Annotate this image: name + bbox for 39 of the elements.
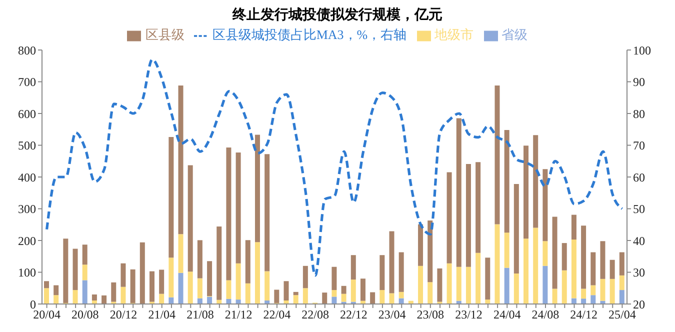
x-tick-label: 24/08 xyxy=(532,308,560,322)
y-tick-label: 800 xyxy=(18,43,36,58)
legend-label: 区县级城投债占比MA3，%，右轴 xyxy=(212,27,407,42)
x-tick-label: 22/08 xyxy=(302,308,329,322)
y-tick-label: 0 xyxy=(30,297,36,312)
y-tick-label: 700 xyxy=(18,75,36,90)
x-tick-label: 24/04 xyxy=(493,308,521,322)
x-tick-label: 21/08 xyxy=(186,308,214,322)
y2-tick-label: 50 xyxy=(633,202,645,216)
y-tick-label: 600 xyxy=(18,106,36,121)
x-tick-label: 20/08 xyxy=(71,308,99,322)
x-tick-label: 23/08 xyxy=(416,308,444,322)
x-tick-label: 22/12 xyxy=(340,308,368,322)
x-tick-label: 20/04 xyxy=(33,308,60,322)
y2-tick-label: 80 xyxy=(633,106,645,121)
x-tick-label: 23/12 xyxy=(455,308,482,322)
x-tick-label: 23/04 xyxy=(378,308,406,322)
x-tick-label: 21/12 xyxy=(224,308,252,322)
y-tick-label: 100 xyxy=(18,266,36,280)
x-tick-label: 22/04 xyxy=(263,308,291,322)
y-tick-label: 500 xyxy=(18,138,36,153)
y2-tick-label: 90 xyxy=(633,75,645,90)
y2-tick-label: 70 xyxy=(633,138,645,153)
y-tick-label: 200 xyxy=(18,234,36,248)
y-tick-label: 400 xyxy=(18,170,36,184)
legend-label: 区县级 xyxy=(145,27,184,42)
y-tick-label: 300 xyxy=(18,202,36,216)
y2-tick-label: 60 xyxy=(633,170,645,184)
x-tick-label: 24/12 xyxy=(570,308,598,322)
x-tick-label: 20/12 xyxy=(110,308,138,322)
y2-tick-label: 30 xyxy=(633,266,645,280)
y2-tick-label: 100 xyxy=(633,43,651,58)
y2-tick-label: 20 xyxy=(633,297,645,312)
x-tick-label: 21/04 xyxy=(148,308,176,322)
x-tick-label: 25/04 xyxy=(608,308,636,322)
legend-label: 地级市 xyxy=(434,27,474,42)
legend-label: 省级 xyxy=(502,27,528,42)
chart-title: 终止发行城投债拟发行规模，亿元 xyxy=(231,6,444,25)
y2-tick-label: 40 xyxy=(633,234,645,248)
